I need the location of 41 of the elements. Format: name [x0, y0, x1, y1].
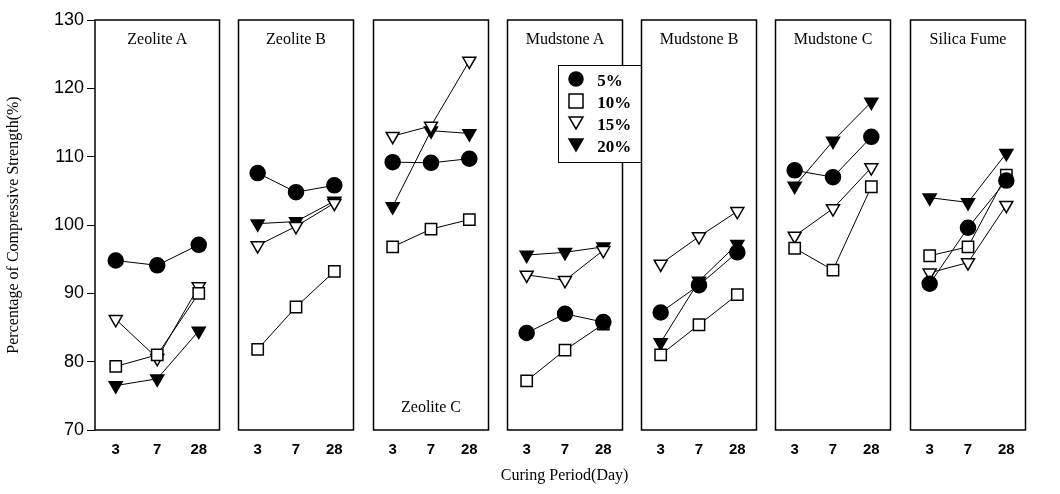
- x-tick-label: 3: [522, 440, 531, 458]
- y-tick-label: 110: [55, 145, 84, 166]
- y-axis-title: Percentage of Compressive Strength(%): [3, 96, 22, 354]
- x-tick-label: 3: [790, 440, 800, 458]
- text: Zeolite A: [127, 30, 188, 48]
- text: Mudstone B: [659, 30, 739, 48]
- legend-label: 15%: [597, 115, 632, 135]
- y-tick-label: 100: [53, 213, 84, 234]
- text: Silica Fume: [929, 30, 1007, 48]
- legend-label: 5%: [597, 71, 623, 91]
- x-tick-label: 7: [153, 440, 162, 458]
- x-tick-label: 7: [292, 440, 301, 458]
- y-tick-label: 120: [53, 77, 84, 98]
- x-tick-label: 3: [388, 440, 397, 458]
- text: Mudstone C: [794, 30, 873, 48]
- text: Zeolite B: [266, 30, 327, 48]
- x-tick-label: 3: [925, 440, 934, 458]
- x-tick-label: 3: [656, 440, 665, 458]
- x-tick-label: 7: [694, 440, 704, 458]
- legend-label: 20%: [597, 137, 632, 157]
- x-tick-label: 3: [253, 440, 263, 458]
- x-tick-label: 28: [326, 440, 343, 458]
- y-tick-label: 130: [53, 8, 84, 29]
- x-tick-label: 28: [863, 440, 881, 458]
- x-tick-label: 7: [829, 440, 838, 458]
- x-tick-label: 28: [997, 440, 1015, 458]
- x-tick-label: 7: [426, 440, 435, 458]
- x-tick-label: 3: [111, 440, 120, 458]
- y-tick-label: 80: [63, 350, 84, 371]
- x-tick-label: 28: [460, 440, 478, 458]
- x-tick-label: 7: [963, 440, 972, 458]
- x-tick-label: 28: [190, 440, 208, 458]
- text: Zeolite C: [400, 398, 461, 416]
- text: Mudstone A: [525, 30, 605, 48]
- x-tick-label: 7: [560, 440, 570, 458]
- y-tick-label: 90: [63, 282, 84, 303]
- legend-label: 10%: [597, 93, 632, 113]
- x-axis-title: Curing Period(Day): [500, 466, 629, 484]
- x-tick-label: 28: [594, 440, 612, 458]
- x-tick-label: 28: [729, 440, 746, 458]
- y-tick-label: 70: [63, 418, 84, 439]
